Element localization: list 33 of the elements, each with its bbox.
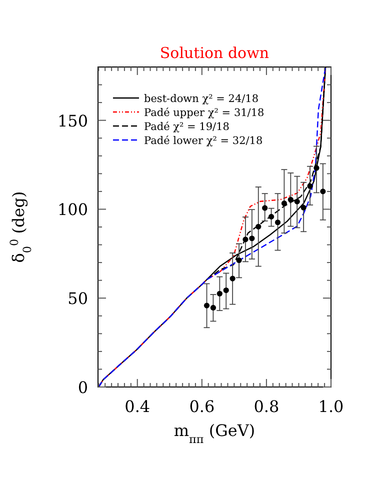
y-tick-label: 50 bbox=[68, 289, 88, 308]
point bbox=[223, 287, 229, 294]
point bbox=[281, 200, 288, 206]
point bbox=[268, 214, 274, 220]
y-tick-label: 0 bbox=[78, 378, 88, 397]
y-tick-label: 100 bbox=[57, 200, 88, 220]
point bbox=[314, 165, 320, 171]
point bbox=[274, 220, 281, 226]
point bbox=[294, 198, 300, 204]
point bbox=[242, 236, 248, 242]
x-tick-label: 0.8 bbox=[254, 397, 280, 416]
point bbox=[262, 205, 268, 211]
legend-label: Padé χ² = 19/18 bbox=[144, 121, 230, 133]
point bbox=[256, 224, 262, 230]
x-tick-label: 0.6 bbox=[189, 397, 215, 416]
point bbox=[204, 302, 210, 308]
point bbox=[307, 183, 313, 189]
legend-label: Padé upper χ² = 31/18 bbox=[144, 107, 264, 119]
point bbox=[216, 290, 222, 296]
point bbox=[230, 276, 236, 282]
legend-label: best-down χ² = 24/18 bbox=[144, 93, 259, 105]
point bbox=[210, 304, 216, 311]
point bbox=[249, 236, 255, 242]
point bbox=[288, 196, 294, 202]
chart-title: Solution down bbox=[160, 44, 270, 62]
y-tick-label: 150 bbox=[57, 111, 88, 130]
point bbox=[320, 188, 326, 194]
x-tick-label: 0.4 bbox=[124, 397, 150, 416]
point bbox=[300, 204, 306, 210]
point bbox=[236, 257, 242, 264]
legend-label: Padé lower χ² = 32/18 bbox=[144, 135, 263, 147]
x-axis-title: m$_{ππ}$ (GeV) bbox=[174, 421, 256, 446]
x-tick-label: 1.0 bbox=[318, 397, 344, 416]
